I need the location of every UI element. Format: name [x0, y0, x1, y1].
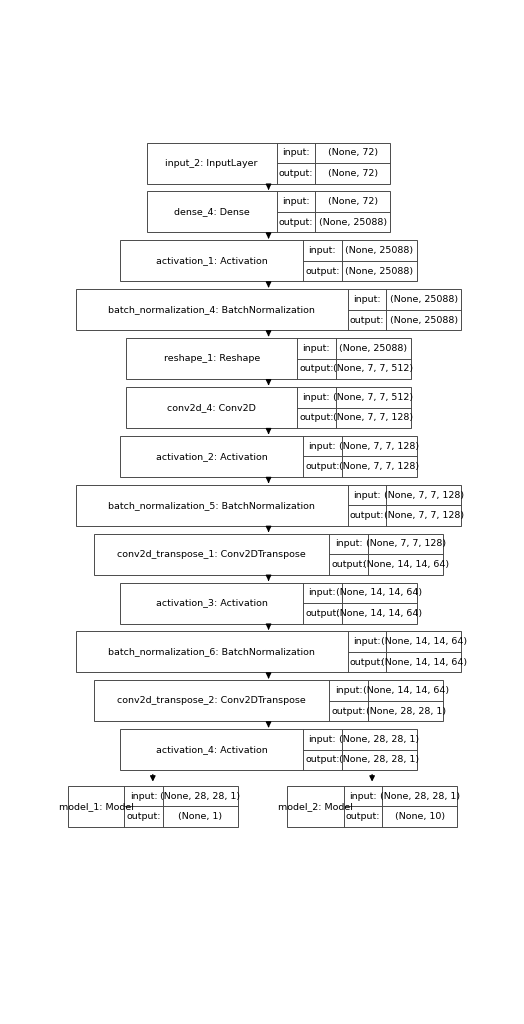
- Text: conv2d_transpose_1: Conv2DTranspose: conv2d_transpose_1: Conv2DTranspose: [117, 550, 306, 559]
- Text: (None, 25088): (None, 25088): [319, 218, 387, 226]
- Text: activation_3: Activation: activation_3: Activation: [156, 599, 268, 607]
- Text: (None, 7, 7, 128): (None, 7, 7, 128): [339, 462, 419, 471]
- Text: input:: input:: [130, 792, 158, 801]
- Text: (None, 10): (None, 10): [395, 812, 445, 821]
- Text: output:: output:: [305, 266, 340, 275]
- Text: dense_4: Dense: dense_4: Dense: [174, 208, 249, 216]
- Text: (None, 7, 7, 128): (None, 7, 7, 128): [384, 511, 464, 520]
- Text: (None, 7, 7, 128): (None, 7, 7, 128): [366, 540, 446, 549]
- Bar: [75, 632, 462, 673]
- Bar: [287, 786, 457, 827]
- Text: (None, 25088): (None, 25088): [345, 266, 413, 275]
- Text: (None, 7, 7, 128): (None, 7, 7, 128): [333, 414, 413, 422]
- Bar: [121, 241, 417, 282]
- Text: (None, 7, 7, 128): (None, 7, 7, 128): [339, 441, 419, 451]
- Text: batch_normalization_4: BatchNormalization: batch_normalization_4: BatchNormalizatio…: [108, 305, 315, 314]
- Text: input:: input:: [302, 344, 330, 353]
- Bar: [126, 338, 411, 379]
- Text: input:: input:: [282, 198, 310, 206]
- Text: input:: input:: [309, 246, 336, 255]
- Text: input:: input:: [302, 393, 330, 401]
- Text: input:: input:: [353, 490, 381, 500]
- Text: output:: output:: [305, 609, 340, 617]
- Text: output:: output:: [350, 657, 384, 667]
- Text: activation_1: Activation: activation_1: Activation: [156, 256, 268, 265]
- Text: output:: output:: [126, 812, 161, 821]
- Text: output:: output:: [332, 707, 366, 716]
- Text: output:: output:: [299, 365, 333, 374]
- Text: (None, 28, 28, 1): (None, 28, 28, 1): [366, 707, 446, 716]
- Text: input:: input:: [309, 735, 336, 744]
- Bar: [94, 534, 443, 574]
- Bar: [126, 387, 411, 428]
- Text: (None, 25088): (None, 25088): [390, 295, 458, 304]
- Text: (None, 7, 7, 512): (None, 7, 7, 512): [333, 393, 413, 401]
- Text: input:: input:: [309, 589, 336, 597]
- Text: (None, 72): (None, 72): [328, 148, 378, 158]
- Text: input:: input:: [335, 686, 363, 695]
- Text: output:: output:: [279, 218, 313, 226]
- Text: activation_2: Activation: activation_2: Activation: [156, 452, 268, 461]
- Text: (None, 14, 14, 64): (None, 14, 14, 64): [363, 686, 449, 695]
- Text: (None, 7, 7, 128): (None, 7, 7, 128): [384, 490, 464, 500]
- Text: reshape_1: Reshape: reshape_1: Reshape: [163, 354, 260, 364]
- Bar: [121, 583, 417, 624]
- Text: (None, 28, 28, 1): (None, 28, 28, 1): [339, 756, 419, 765]
- Text: output:: output:: [350, 511, 384, 520]
- Text: (None, 25088): (None, 25088): [339, 344, 407, 353]
- Text: input:: input:: [353, 637, 381, 646]
- Text: (None, 14, 14, 64): (None, 14, 14, 64): [363, 560, 449, 569]
- Bar: [75, 289, 462, 331]
- Text: (None, 25088): (None, 25088): [345, 246, 413, 255]
- Text: activation_4: Activation: activation_4: Activation: [156, 745, 268, 755]
- Text: conv2d_4: Conv2D: conv2d_4: Conv2D: [167, 403, 256, 412]
- Bar: [75, 484, 462, 525]
- Text: batch_normalization_6: BatchNormalization: batch_normalization_6: BatchNormalizatio…: [108, 647, 315, 656]
- Bar: [147, 191, 390, 232]
- Text: output:: output:: [305, 756, 340, 765]
- Bar: [94, 680, 443, 721]
- Text: output:: output:: [346, 812, 380, 821]
- Text: (None, 14, 14, 64): (None, 14, 14, 64): [336, 609, 422, 617]
- Bar: [68, 786, 238, 827]
- Bar: [121, 436, 417, 477]
- Text: (None, 28, 28, 1): (None, 28, 28, 1): [380, 792, 460, 801]
- Text: input:: input:: [353, 295, 381, 304]
- Text: input:: input:: [309, 441, 336, 451]
- Text: (None, 14, 14, 64): (None, 14, 14, 64): [381, 657, 467, 667]
- Text: (None, 72): (None, 72): [328, 169, 378, 178]
- Text: output:: output:: [332, 560, 366, 569]
- Text: output:: output:: [299, 414, 333, 422]
- Text: batch_normalization_5: BatchNormalization: batch_normalization_5: BatchNormalizatio…: [108, 501, 315, 510]
- Text: input_2: InputLayer: input_2: InputLayer: [166, 159, 258, 168]
- Text: (None, 28, 28, 1): (None, 28, 28, 1): [339, 735, 419, 744]
- Text: output:: output:: [279, 169, 313, 178]
- Text: input:: input:: [335, 540, 363, 549]
- Text: output:: output:: [305, 462, 340, 471]
- Bar: [147, 142, 390, 183]
- Text: (None, 72): (None, 72): [328, 198, 378, 206]
- Text: model_1: Model: model_1: Model: [59, 802, 134, 811]
- Text: (None, 14, 14, 64): (None, 14, 14, 64): [381, 637, 467, 646]
- Text: (None, 1): (None, 1): [179, 812, 223, 821]
- Text: (None, 14, 14, 64): (None, 14, 14, 64): [336, 589, 422, 597]
- Text: (None, 7, 7, 512): (None, 7, 7, 512): [333, 365, 413, 374]
- Text: output:: output:: [350, 315, 384, 325]
- Text: conv2d_transpose_2: Conv2DTranspose: conv2d_transpose_2: Conv2DTranspose: [117, 696, 306, 706]
- Text: input:: input:: [282, 148, 310, 158]
- Text: (None, 25088): (None, 25088): [390, 315, 458, 325]
- Text: model_2: Model: model_2: Model: [278, 802, 353, 811]
- Text: (None, 28, 28, 1): (None, 28, 28, 1): [160, 792, 241, 801]
- Text: input:: input:: [349, 792, 377, 801]
- Bar: [121, 729, 417, 770]
